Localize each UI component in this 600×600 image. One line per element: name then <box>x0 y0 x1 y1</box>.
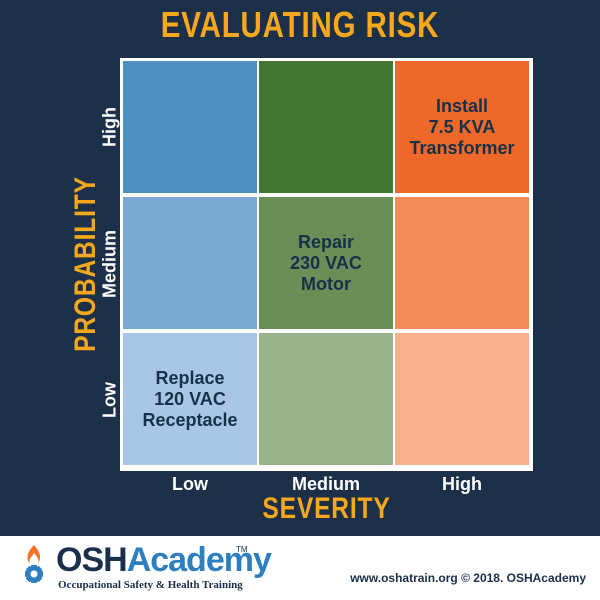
logo-name-suffix: Academy <box>126 541 272 579</box>
x-tick-high: High <box>442 474 482 494</box>
x-axis-label: SEVERITY <box>262 492 391 525</box>
cell-text: Install 7.5 KVA Transformer <box>409 95 515 158</box>
cell-text: Replace 120 VAC Receptacle <box>142 367 238 430</box>
y-tick-low-label: Low <box>99 382 120 418</box>
risk-matrix: Install 7.5 KVA Transformer Repair 230 V… <box>120 58 533 471</box>
cell-low-probability-medium-severity <box>259 333 393 465</box>
cell-low-probability-high-severity <box>395 333 529 465</box>
y-tick-medium-label: Medium <box>99 229 120 299</box>
gear-flame-icon <box>25 545 43 583</box>
cell-high-probability-low-severity <box>123 61 257 193</box>
footer-copyright: www.oshatrain.org © 2018. OSHAcademy <box>350 571 586 585</box>
logo-wordmark: OSHAcademy <box>56 541 272 580</box>
x-tick-medium: Medium <box>291 474 360 494</box>
x-tick-low: Low <box>172 474 208 494</box>
cell-medium-probability-high-severity <box>395 197 529 329</box>
cell-medium-probability-low-severity <box>123 197 257 329</box>
y-axis-label-text: PROBABILITY <box>69 176 102 352</box>
logo-name-prefix: OSH <box>56 541 128 579</box>
trademark-mark: TM <box>236 545 248 554</box>
logo-tagline: Occupational Safety & Health Training <box>58 579 243 591</box>
dark-panel: EVALUATING RISK PROBABILITY High Medium … <box>0 0 600 536</box>
cell-high-probability-medium-severity <box>259 61 393 193</box>
page-title: EVALUATING RISK <box>160 4 440 45</box>
cell-text: Repair 230 VAC Motor <box>290 231 362 294</box>
cell-medium-probability-medium-severity: Repair 230 VAC Motor <box>259 197 393 329</box>
oshacademy-logo: OSHAcademy TM Occupational Safety & Heal… <box>14 541 272 597</box>
cell-low-probability-low-severity: Replace 120 VAC Receptacle <box>123 333 257 465</box>
cell-high-probability-high-severity: Install 7.5 KVA Transformer <box>395 61 529 193</box>
y-tick-high-label: High <box>99 107 120 147</box>
